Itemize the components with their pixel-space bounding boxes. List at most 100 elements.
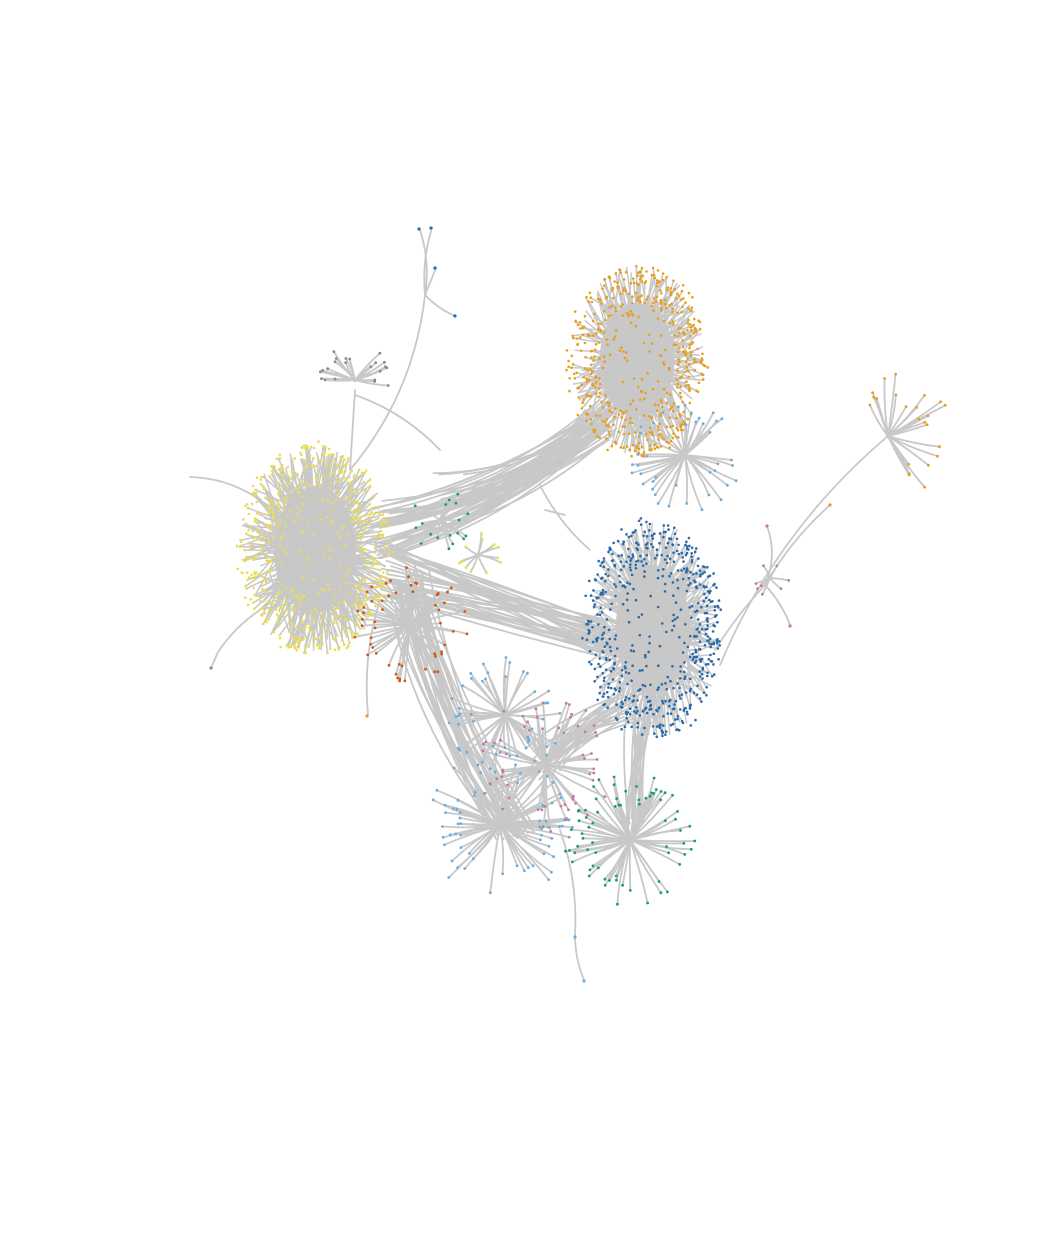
cluster-orange-node xyxy=(686,357,689,361)
cluster-yellow-node xyxy=(339,587,343,590)
cluster-orange-node xyxy=(624,289,627,293)
cluster-pink-node xyxy=(563,803,567,807)
cluster-yellow-small-node xyxy=(496,556,500,560)
cluster-dark-blue-node xyxy=(607,568,610,571)
bundle-blue-green xyxy=(630,709,637,825)
cluster-orange-right-node xyxy=(925,423,929,426)
cluster-sky-blue-lower-node xyxy=(516,781,519,785)
cluster-vermillion-node xyxy=(443,601,446,605)
cluster-orange-node xyxy=(681,400,685,404)
cluster-yellow-node xyxy=(351,587,354,590)
cluster-yellow-node xyxy=(251,576,254,579)
cluster-orange-node xyxy=(641,274,645,278)
cluster-vermillion-node xyxy=(433,652,437,656)
cluster-sky-blue-lower-node xyxy=(456,866,460,869)
cluster-sky-blue-lower-edge xyxy=(456,824,501,869)
cluster-sky-blue-upper-node xyxy=(469,712,473,716)
cluster-orange-node xyxy=(598,391,602,395)
cluster-orange-node xyxy=(570,354,574,358)
cluster-dark-blue-node xyxy=(595,639,599,643)
cluster-orange-node xyxy=(628,421,631,424)
cluster-orange-node xyxy=(600,322,603,326)
cluster-yellow-node xyxy=(304,651,308,655)
cluster-dark-blue-node xyxy=(598,613,602,617)
cluster-yellow-node xyxy=(275,598,279,601)
cluster-pink-node xyxy=(501,768,505,772)
cluster-dark-blue-node xyxy=(696,601,700,605)
cluster-sky-blue-upper-node xyxy=(545,753,548,757)
cluster-orange-node xyxy=(585,295,588,299)
cluster-pink-node xyxy=(574,801,578,805)
cluster-sky-blue-lower-node xyxy=(448,833,452,837)
cluster-sky-blue-upper-node xyxy=(465,750,469,754)
cluster-dark-blue-node xyxy=(682,567,686,571)
cluster-dark-blue-node xyxy=(679,670,682,673)
cluster-yellow-node xyxy=(247,529,250,532)
cluster-yellow-node xyxy=(268,475,271,478)
cluster-sky-blue-upper-node xyxy=(447,721,451,725)
cluster-yellow-node xyxy=(268,510,272,514)
cluster-orange-node xyxy=(689,326,692,329)
cluster-green-node xyxy=(615,797,618,800)
cluster-pink-edge xyxy=(502,764,546,771)
cluster-dark-blue-node xyxy=(591,625,594,629)
cluster-yellow-node xyxy=(337,470,341,473)
cluster-dark-blue-node xyxy=(649,704,652,708)
cluster-dark-blue-node xyxy=(630,557,633,560)
cluster-orange-right-edge xyxy=(887,435,939,458)
cluster-pink-node xyxy=(571,797,575,801)
cluster-dark-blue-node xyxy=(628,712,632,716)
cluster-green-node xyxy=(654,788,658,791)
cluster-yellow-node xyxy=(295,640,298,644)
cluster-dark-blue-node xyxy=(674,699,678,703)
cluster-orange-node xyxy=(685,360,688,364)
cluster-orange-node xyxy=(644,432,648,436)
cluster-orange-node xyxy=(640,377,644,381)
cluster-green-small-node xyxy=(413,504,417,508)
cluster-orange-node xyxy=(682,297,685,300)
cluster-yellow-node xyxy=(378,568,382,572)
bundle-yellow-lowerleft xyxy=(413,560,511,828)
cluster-dark-blue-node xyxy=(712,663,715,666)
cluster-yellow-node xyxy=(335,464,338,468)
cluster-orange-node xyxy=(660,435,664,438)
cluster-sky-blue-right-node xyxy=(645,454,649,458)
cluster-sky-blue-right-edge xyxy=(657,454,686,505)
cluster-dark-blue-node xyxy=(710,675,714,678)
cluster-dark-blue-node xyxy=(607,686,610,689)
cluster-yellow-node xyxy=(324,615,327,618)
cluster-dark-blue-node xyxy=(643,575,646,578)
cluster-green-node xyxy=(592,785,595,788)
cluster-orange-node xyxy=(668,446,671,450)
cluster-yellow-node xyxy=(304,613,308,616)
cluster-dark-blue-node xyxy=(597,623,600,626)
cluster-dark-blue-node xyxy=(678,686,681,690)
cluster-yellow-node xyxy=(259,482,263,486)
cluster-dark-blue-node xyxy=(590,663,593,666)
cluster-orange-node xyxy=(591,334,595,337)
cluster-pink-node xyxy=(603,795,607,799)
cluster-dark-blue-node xyxy=(703,585,706,589)
cluster-orange-right-node xyxy=(927,463,930,467)
cluster-orange-node xyxy=(589,349,593,353)
cluster-sky-blue-right-node xyxy=(656,502,660,505)
cluster-dark-blue-node xyxy=(636,726,639,729)
cluster-sky-blue-lower-node xyxy=(539,838,542,842)
cluster-orange-node xyxy=(648,414,651,418)
cluster-yellow-node xyxy=(278,472,282,476)
cluster-yellow-node xyxy=(304,636,308,639)
cluster-dark-blue-node xyxy=(701,677,704,680)
cluster-yellow-node xyxy=(366,612,370,616)
cluster-yellow-node xyxy=(275,457,279,461)
cluster-orange-node xyxy=(608,353,612,357)
cluster-yellow-small-node xyxy=(480,532,483,535)
cluster-orange-node xyxy=(662,437,666,441)
cluster-yellow-node xyxy=(346,593,350,596)
cluster-dark-blue-node xyxy=(649,683,652,687)
cluster-yellow-node xyxy=(251,544,255,547)
cluster-sky-blue-right-node xyxy=(715,419,718,423)
cluster-yellow-node xyxy=(340,467,344,471)
cluster-yellow-node xyxy=(267,507,271,511)
cluster-vermillion-node xyxy=(398,663,401,666)
cluster-green-node xyxy=(621,883,624,887)
